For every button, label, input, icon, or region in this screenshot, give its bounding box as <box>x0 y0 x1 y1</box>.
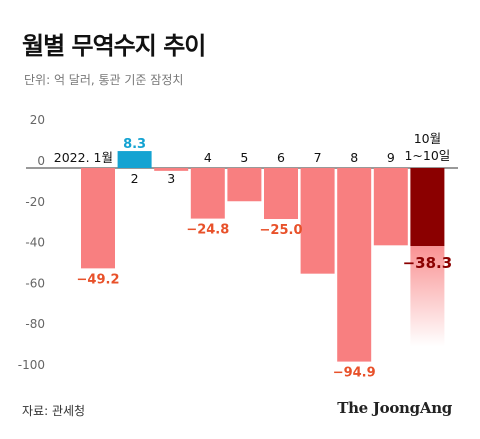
category-label: 3 <box>167 171 175 186</box>
y-tick-label: -80 <box>25 317 45 331</box>
category-label: 10월 1~10일 <box>404 131 450 163</box>
category-label: 8 <box>350 150 358 165</box>
data-label: 8.3 <box>123 137 146 152</box>
chart-title: 월별 무역수지 추이 <box>22 32 206 60</box>
bar-3 <box>154 168 189 171</box>
category-label: 6 <box>277 150 285 165</box>
category-label: 7 <box>314 150 322 165</box>
category-label: 9 <box>387 150 395 165</box>
y-tick-label: 0 <box>37 154 45 168</box>
bar-projection-fade <box>410 246 445 347</box>
category-label: 2022. 1월 <box>54 150 113 165</box>
chart-subtitle: 단위: 억 달러, 통관 기준 잠정치 <box>24 73 184 87</box>
y-tick-label: -20 <box>25 195 45 209</box>
bar-9 <box>373 168 408 246</box>
source-note: 자료: 관세청 <box>22 404 86 418</box>
data-label: −25.0 <box>260 223 303 238</box>
bar-8 <box>337 168 372 362</box>
y-tick-label: -40 <box>25 236 45 250</box>
y-tick-label: -60 <box>25 276 45 290</box>
category-label: 5 <box>240 150 248 165</box>
data-label: −49.2 <box>77 272 120 287</box>
data-label: −24.8 <box>186 223 229 238</box>
bar-7 <box>300 168 335 274</box>
bar-6 <box>264 168 298 219</box>
brand-logo: The JoongAng <box>337 399 452 417</box>
bar-5 <box>227 168 262 202</box>
y-tick-label: 20 <box>30 113 45 127</box>
bar-10 <box>410 168 445 247</box>
bar-1 <box>81 168 115 269</box>
bar-2 <box>117 151 152 168</box>
category-label: 2 <box>131 171 139 186</box>
bar-4 <box>190 168 225 219</box>
y-tick-label: -100 <box>18 358 45 372</box>
category-label: 4 <box>204 150 212 165</box>
data-label: −94.9 <box>333 366 376 381</box>
data-label: −38.3 <box>403 254 453 272</box>
